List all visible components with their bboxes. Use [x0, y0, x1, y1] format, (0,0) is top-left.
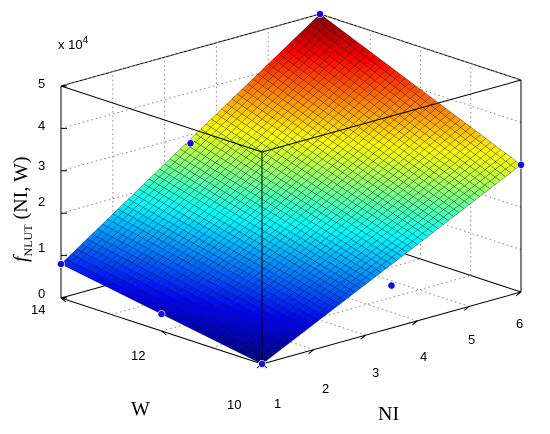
z-tick-labels: 0 1 2 3 4 5 — [38, 76, 45, 301]
marker-point — [157, 310, 166, 318]
box-edge — [161, 330, 167, 336]
z-tick: 4 — [38, 118, 45, 133]
z-tick: 3 — [38, 158, 45, 173]
x-tick: 3 — [372, 365, 379, 380]
box-edge — [60, 85, 263, 153]
y-tick: 10 — [227, 397, 241, 412]
y-tick: 12 — [131, 348, 145, 363]
z-tick: 5 — [38, 76, 45, 91]
box-edge — [463, 306, 470, 311]
marker-point — [316, 10, 324, 18]
x-tick: 2 — [322, 381, 329, 396]
x-tick: 6 — [516, 316, 523, 331]
box-edge — [60, 13, 321, 87]
x-tick: 1 — [274, 396, 281, 411]
y-tick: 14 — [31, 302, 45, 317]
box-edge — [60, 297, 67, 303]
x-tick: 5 — [468, 332, 475, 347]
surface-mesh — [60, 13, 522, 365]
box-edge — [308, 349, 315, 354]
box-edge — [319, 13, 522, 81]
box-edge — [412, 320, 418, 326]
y-axis-label: W — [131, 398, 150, 420]
marker-point — [186, 139, 195, 148]
box-edge — [261, 79, 522, 153]
z-tick: 2 — [38, 194, 45, 209]
z-axis-label: fNLUT (NI, W) — [10, 156, 35, 262]
x-tick: 4 — [420, 349, 427, 364]
box-edge — [261, 291, 522, 365]
box-edge — [360, 334, 366, 340]
marker-point — [57, 260, 65, 268]
marker-point — [258, 360, 266, 368]
z-tick: 0 — [38, 286, 45, 301]
y-tick-labels: 10 12 14 — [31, 302, 241, 412]
marker-point — [387, 281, 396, 290]
marker-points — [57, 10, 525, 368]
x-axis-label: NI — [378, 403, 399, 425]
marker-point — [517, 160, 525, 169]
x-tick-labels: 1 2 3 4 5 6 — [274, 316, 523, 411]
z-multiplier: x 104 — [58, 35, 89, 52]
z-tick: 1 — [38, 240, 45, 255]
box-edge — [515, 291, 522, 297]
